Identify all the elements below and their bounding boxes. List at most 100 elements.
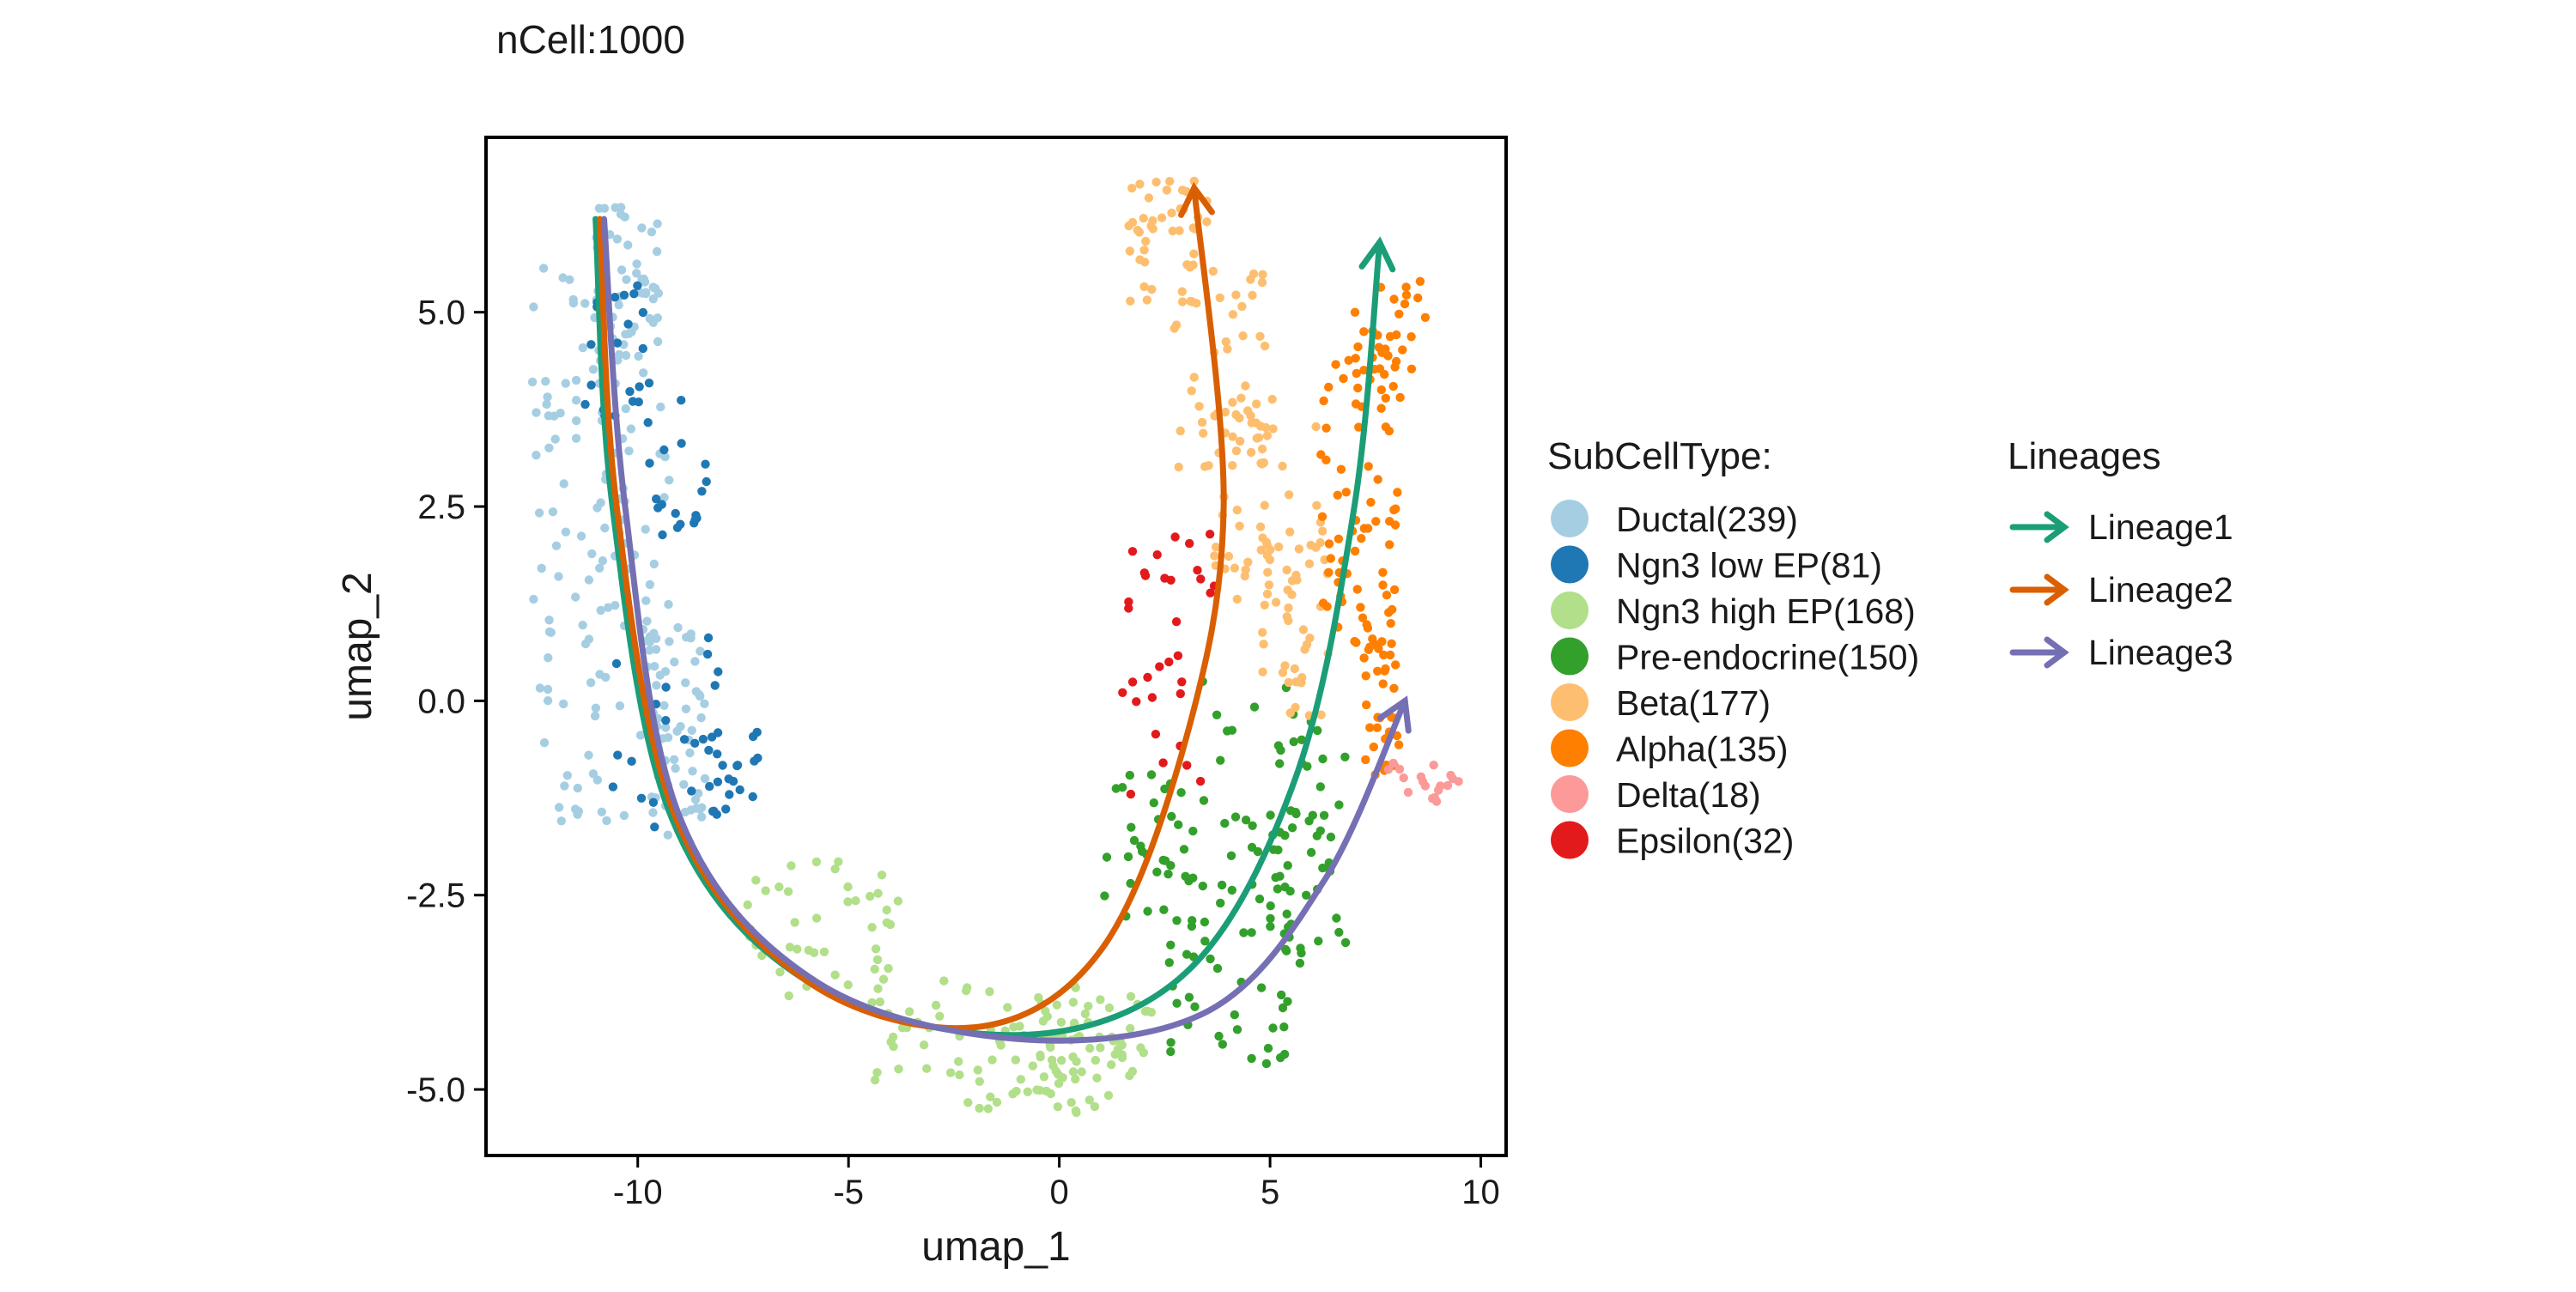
data-point: [656, 402, 665, 412]
data-point: [1053, 1102, 1063, 1112]
data-point: [1220, 407, 1230, 417]
y-tick-label: -2.5: [406, 877, 465, 915]
data-point: [1321, 423, 1331, 433]
data-point: [686, 634, 696, 643]
data-point: [1246, 447, 1256, 458]
data-point: [1200, 917, 1210, 927]
data-point: [1305, 634, 1315, 643]
data-point: [1429, 761, 1438, 770]
data-point: [704, 745, 714, 755]
data-point: [1129, 835, 1139, 846]
data-point: [1090, 1101, 1100, 1112]
data-point: [1243, 557, 1253, 567]
data-point: [1364, 462, 1373, 471]
data-point: [637, 275, 647, 284]
data-point: [595, 563, 605, 573]
data-point: [1228, 432, 1237, 441]
data-point: [652, 681, 661, 690]
data-point: [698, 734, 708, 744]
data-point: [1228, 310, 1238, 319]
data-point: [1315, 782, 1326, 792]
data-point: [1351, 354, 1360, 363]
series-points: [1383, 758, 1463, 806]
data-point: [544, 411, 553, 421]
data-point: [641, 288, 651, 299]
data-point: [1068, 998, 1078, 1007]
data-point: [695, 689, 704, 700]
data-point: [1152, 867, 1162, 876]
data-point: [584, 634, 594, 644]
data-point: [1258, 628, 1267, 637]
data-point: [673, 622, 683, 633]
data-point: [851, 896, 860, 906]
data-point: [1236, 393, 1246, 403]
data-point: [543, 684, 553, 695]
data-point: [598, 556, 608, 566]
data-point: [1182, 761, 1192, 770]
data-point: [718, 761, 727, 770]
data-point: [1188, 297, 1197, 306]
data-point: [615, 701, 625, 711]
data-point: [1187, 386, 1196, 396]
data-point: [1324, 382, 1334, 392]
data-point: [1162, 185, 1172, 195]
data-point: [664, 599, 673, 610]
x-axis-title: umap_1: [921, 1224, 1070, 1270]
data-point: [1389, 294, 1399, 304]
data-point: [648, 808, 658, 817]
data-point: [919, 1040, 929, 1050]
y-tick-label: 0.0: [417, 682, 465, 720]
data-point: [1389, 585, 1400, 595]
y-axis-title: umap_2: [335, 572, 380, 720]
data-point: [573, 783, 582, 793]
data-point: [1265, 555, 1275, 565]
data-point: [532, 408, 541, 417]
data-point: [1158, 758, 1168, 767]
data-point: [1084, 1095, 1095, 1105]
data-point: [546, 628, 556, 637]
data-point: [878, 974, 889, 984]
data-point: [571, 396, 581, 405]
data-point: [1282, 565, 1291, 575]
data-point: [1056, 1017, 1066, 1028]
data-point: [1315, 826, 1326, 835]
data-point: [1406, 364, 1417, 373]
data-point: [571, 434, 581, 443]
data-point: [1255, 522, 1266, 531]
data-point: [1340, 752, 1350, 761]
data-point: [872, 955, 883, 965]
data-point: [623, 319, 633, 329]
data-point: [1252, 399, 1261, 409]
data-point: [1333, 490, 1343, 500]
data-point: [639, 368, 648, 378]
data-point: [1177, 677, 1187, 687]
data-point: [1303, 761, 1312, 771]
data-point: [1297, 949, 1306, 958]
data-point: [1380, 666, 1389, 676]
data-point: [1140, 1006, 1151, 1016]
data-point: [696, 646, 705, 656]
data-point: [694, 789, 703, 798]
data-point: [819, 947, 829, 957]
data-point: [1135, 179, 1145, 189]
data-point: [1279, 1022, 1289, 1032]
data-point: [954, 1057, 963, 1066]
data-point: [702, 649, 713, 659]
data-point: [775, 882, 784, 892]
data-point: [1298, 625, 1309, 634]
data-point: [1204, 461, 1213, 470]
data-point: [1126, 992, 1136, 1001]
data-point: [1228, 461, 1237, 470]
data-point: [1127, 677, 1138, 687]
data-point: [811, 913, 822, 923]
data-point: [1214, 1031, 1224, 1041]
data-point: [1363, 524, 1373, 533]
data-point: [1117, 1052, 1127, 1063]
data-point: [830, 970, 840, 980]
data-point: [1198, 881, 1208, 891]
data-point: [1137, 846, 1147, 856]
data-point: [1126, 296, 1135, 306]
data-point: [672, 523, 683, 532]
series-points: [1118, 530, 1219, 799]
